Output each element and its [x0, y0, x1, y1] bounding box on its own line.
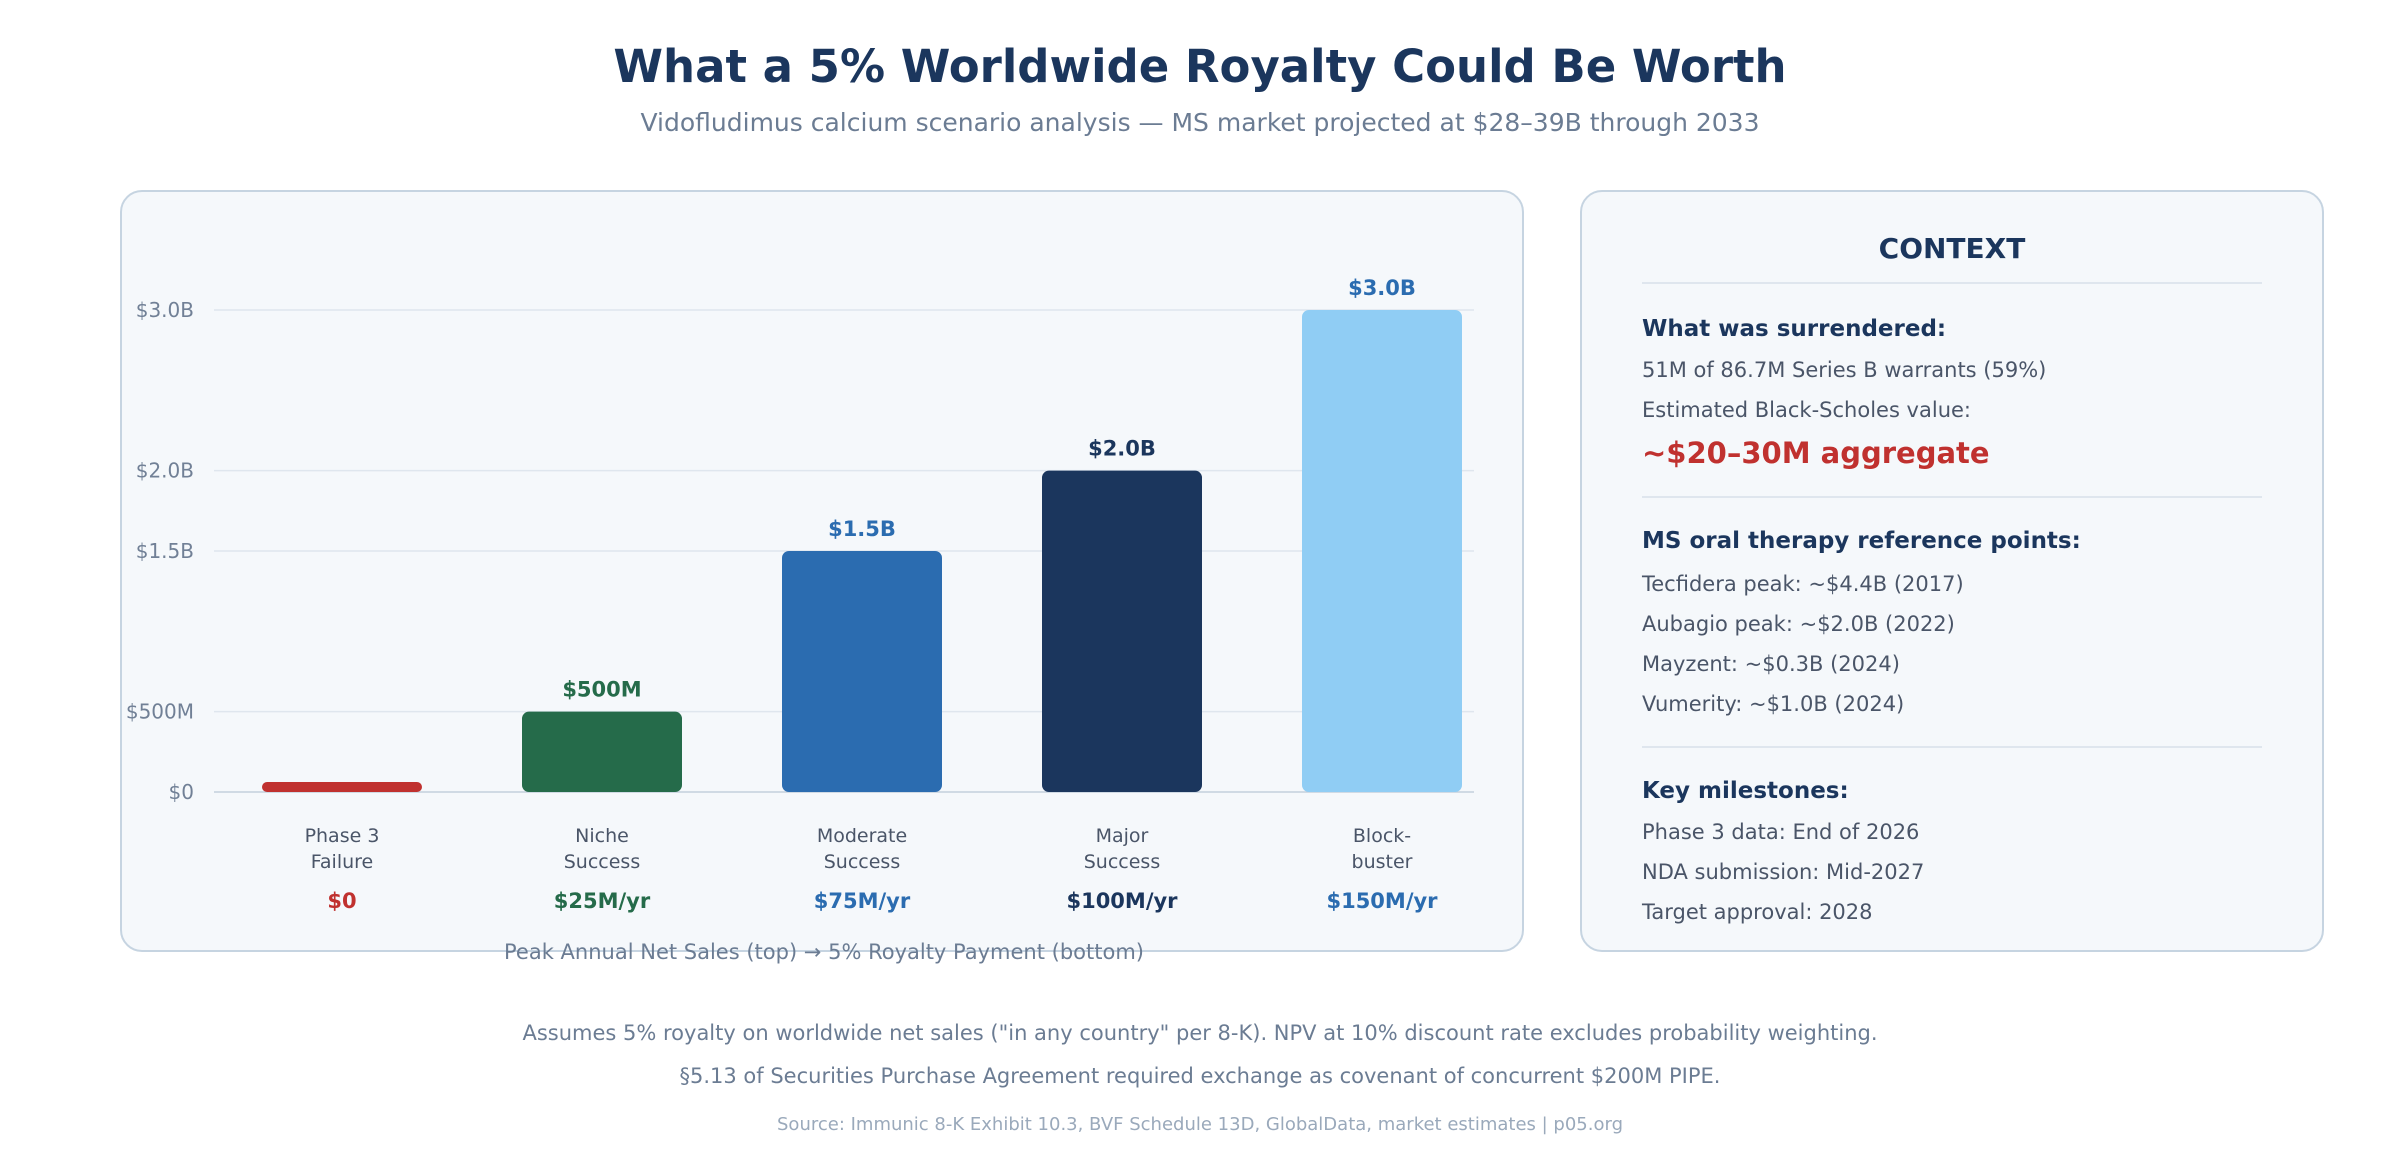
- y-tick-label: $0: [169, 780, 194, 804]
- reference-item: Tecfidera peak: ~$4.4B (2017): [1642, 572, 1964, 596]
- divider: [1642, 496, 2262, 498]
- milestone-item: NDA submission: Mid-2027: [1642, 860, 1925, 884]
- surrendered-heading: What was surrendered:: [1642, 316, 1947, 342]
- bar-value-label: $2.0B: [1088, 437, 1156, 461]
- reference-item: Mayzent: ~$0.3B (2024): [1642, 652, 1900, 676]
- reference-item: Aubagio peak: ~$2.0B (2022): [1642, 612, 1955, 636]
- royalty-label: $75M/yr: [814, 889, 911, 913]
- category-label: Block-: [1353, 825, 1411, 847]
- royalty-label: $25M/yr: [554, 889, 651, 913]
- milestones-heading: Key milestones:: [1642, 778, 1849, 804]
- page-title: What a 5% Worldwide Royalty Could Be Wor…: [613, 40, 1787, 93]
- footnote-assumptions: Assumes 5% royalty on worldwide net sale…: [522, 1021, 1878, 1045]
- milestone-item: Target approval: 2028: [1642, 900, 1873, 924]
- y-tick-label: $3.0B: [136, 298, 194, 322]
- royalty-label: $150M/yr: [1326, 889, 1438, 913]
- category-label: Niche: [575, 825, 629, 847]
- context-title: CONTEXT: [1878, 232, 2026, 265]
- page-subtitle: Vidofludimus calcium scenario analysis —…: [640, 108, 1760, 137]
- bar-value-label: $3.0B: [1348, 276, 1416, 300]
- category-label: Failure: [311, 851, 374, 873]
- divider: [1642, 282, 2262, 284]
- x-axis-caption: Peak Annual Net Sales (top) → 5% Royalty…: [504, 940, 1144, 964]
- bar: [782, 551, 942, 792]
- category-label: Success: [1084, 851, 1160, 873]
- royalty-bar-chart: $0 $500M $1.5B $2.0B $3.0B Phase 3 Failure $0 $5…: [126, 276, 1474, 913]
- bar-value-label: $500M: [562, 678, 641, 702]
- y-tick-label: $500M: [126, 700, 194, 724]
- y-tick-label: $2.0B: [136, 459, 194, 483]
- milestone-item: Phase 3 data: End of 2026: [1642, 820, 1920, 844]
- category-label: Major: [1096, 825, 1149, 847]
- surrendered-value: ~$20–30M aggregate: [1642, 436, 1990, 470]
- divider: [1642, 746, 2262, 748]
- bar: [1302, 310, 1462, 792]
- category-label: buster: [1352, 851, 1413, 873]
- reference-item: Vumerity: ~$1.0B (2024): [1642, 692, 1905, 716]
- royalty-label: $0: [327, 889, 356, 913]
- category-label: Success: [824, 851, 900, 873]
- bar: [1042, 470, 1202, 792]
- category-label: Phase 3: [305, 825, 380, 847]
- royalty-label: $100M/yr: [1066, 889, 1178, 913]
- chart-panel: $0 $500M $1.5B $2.0B $3.0B Phase 3 Failure $0 $5…: [120, 190, 1524, 952]
- surrendered-warrants: 51M of 86.7M Series B warrants (59%): [1642, 358, 2047, 382]
- bar-value-label: $1.5B: [828, 517, 896, 541]
- bar: [262, 782, 422, 792]
- source-note: Source: Immunic 8-K Exhibit 10.3, BVF Sc…: [777, 1114, 1623, 1135]
- bar: [522, 711, 682, 792]
- context-panel: CONTEXT What was surrendered: 51M of 86.…: [1580, 190, 2324, 952]
- category-label: Success: [564, 851, 640, 873]
- reference-heading: MS oral therapy reference points:: [1642, 528, 2081, 554]
- footnote-covenant: §5.13 of Securities Purchase Agreement r…: [679, 1064, 1721, 1088]
- y-tick-label: $1.5B: [136, 539, 194, 563]
- surrendered-valuation-label: Estimated Black-Scholes value:: [1642, 398, 1971, 422]
- category-label: Moderate: [817, 825, 907, 847]
